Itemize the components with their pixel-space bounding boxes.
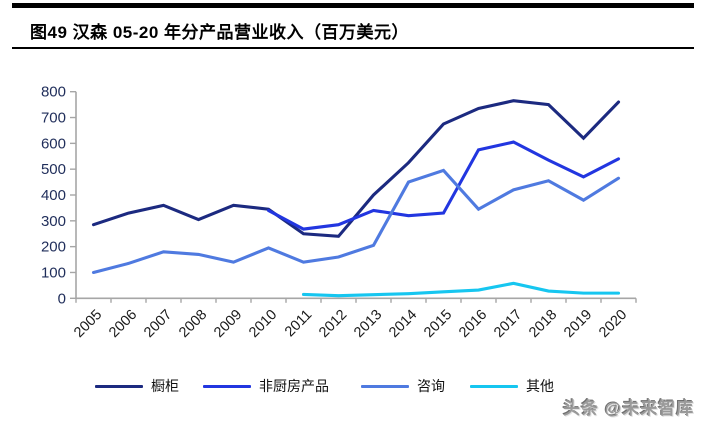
y-axis-tick-label: 100 <box>41 264 66 281</box>
series-line-2 <box>91 168 621 275</box>
series-line-3 <box>301 281 621 298</box>
legend-item-1: 非厨房产品 <box>203 376 329 396</box>
legend-line-swatch <box>95 384 143 388</box>
x-axis-tick-label: 2017 <box>491 307 525 341</box>
legend-line-swatch <box>203 384 251 388</box>
legend-label: 非厨房产品 <box>259 378 329 394</box>
x-axis-tick-label: 2005 <box>71 307 105 341</box>
x-axis-tick-label: 2018 <box>526 307 560 341</box>
y-axis-tick-label: 800 <box>41 84 66 101</box>
x-axis-tick-label: 2014 <box>386 307 420 341</box>
x-axis-tick-label: 2010 <box>246 307 280 341</box>
y-axis-tick-label: 600 <box>41 135 66 152</box>
x-axis-tick-label: 2012 <box>316 307 350 341</box>
legend-line-swatch <box>361 384 409 388</box>
x-axis-tick-label: 2008 <box>176 307 210 341</box>
chart-legend: 橱柜 非厨房产品 咨询 其他 <box>0 376 704 396</box>
legend-line-swatch <box>470 384 518 388</box>
chart-title: 图49 汉森 05-20 年分产品营业收入（百万美元） <box>30 23 410 42</box>
legend-label: 橱柜 <box>151 378 179 394</box>
x-axis-tick-label: 2007 <box>141 307 175 341</box>
y-axis-tick-label: 700 <box>41 110 66 127</box>
x-axis-tick-label: 2020 <box>596 307 630 341</box>
top-black-bar <box>12 3 694 8</box>
y-axis-tick-label: 0 <box>58 290 66 307</box>
legend-item-2: 咨询 <box>361 376 445 396</box>
title-divider-line <box>12 47 694 49</box>
x-axis-tick-label: 2009 <box>211 307 245 341</box>
y-axis-tick-label: 200 <box>41 239 66 256</box>
x-axis-tick-label: 2006 <box>106 307 140 341</box>
x-axis-tick-label: 2013 <box>351 307 385 341</box>
watermark-text: 头条 @未来智库 <box>563 399 695 418</box>
legend-label: 其他 <box>526 378 554 394</box>
y-axis-tick-label: 400 <box>41 187 66 204</box>
series-line-0 <box>91 99 621 238</box>
x-axis-tick-label: 2015 <box>421 307 455 341</box>
y-axis-tick-label: 300 <box>41 213 66 230</box>
legend-label: 咨询 <box>417 378 445 394</box>
y-axis-tick-label: 500 <box>41 161 66 178</box>
x-axis-tick-label: 2016 <box>456 307 490 341</box>
series-line-1 <box>266 140 621 231</box>
x-axis-tick-label: 2011 <box>282 307 315 340</box>
legend-item-3: 其他 <box>470 376 554 396</box>
legend-item-0: 橱柜 <box>95 376 179 396</box>
x-axis-tick-label: 2019 <box>561 307 595 341</box>
